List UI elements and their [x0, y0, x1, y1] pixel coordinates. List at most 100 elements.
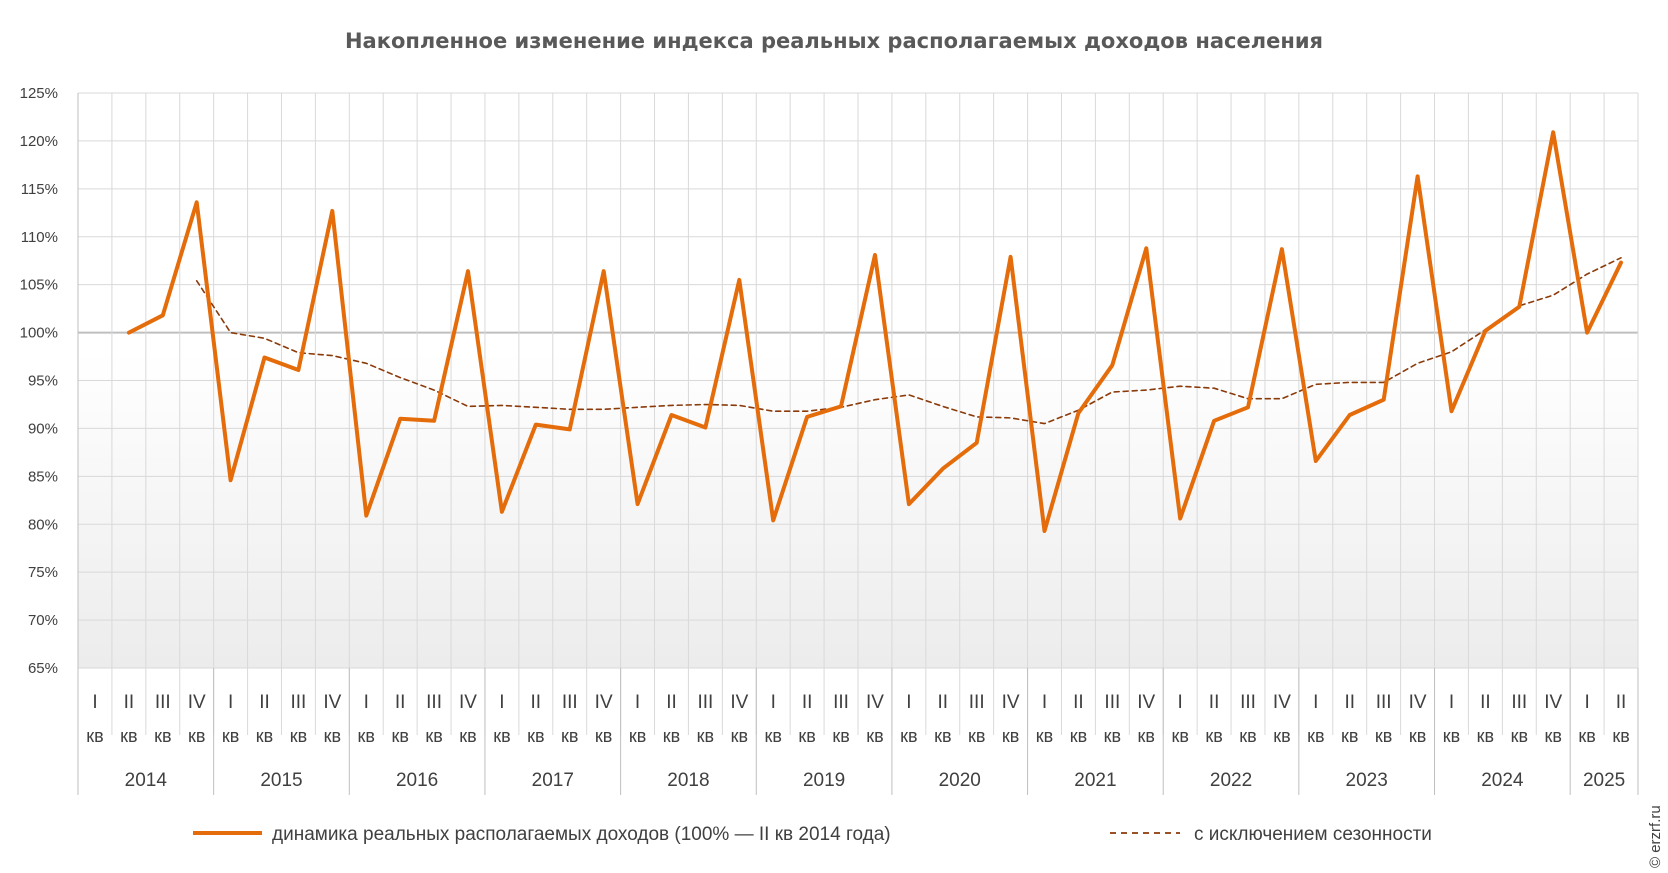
kv-label: кв — [663, 726, 680, 746]
legend: динамика реальных располагаемых доходов … — [193, 824, 1432, 845]
quarter-label: IV — [730, 692, 748, 713]
quarter-label: IV — [595, 692, 613, 713]
quarter-label: III — [1240, 692, 1256, 713]
y-axis-tick-labels: 125% 120% 115% 110% 105% 100% 95% 90% 85% 80% 75% 7… — [20, 85, 58, 677]
quarter-label: II — [124, 692, 135, 713]
kv-label: кв — [832, 726, 849, 746]
y-tick-label: 95% — [28, 373, 58, 390]
x-axis-labels: IквIIквIIIквIVквIквIIквIIIквIVквIквIIквI… — [77, 93, 1639, 795]
kv-label: кв — [1104, 726, 1121, 746]
quarter-label: III — [291, 692, 307, 713]
y-tick-label: 105% — [20, 277, 58, 294]
kv-label: кв — [459, 726, 476, 746]
kv-label: кв — [391, 726, 408, 746]
kv-label: кв — [1511, 726, 1528, 746]
kv-label: кв — [629, 726, 646, 746]
year-label: 2016 — [396, 770, 438, 791]
year-label: 2018 — [667, 770, 709, 791]
kv-label: кв — [1036, 726, 1053, 746]
quarter-label: IV — [188, 692, 206, 713]
y-tick-label: 100% — [20, 325, 58, 342]
quarter-label: I — [771, 692, 776, 713]
quarter-label: III — [969, 692, 985, 713]
quarter-label: III — [426, 692, 442, 713]
y-tick-label: 80% — [28, 516, 58, 533]
kv-label: кв — [527, 726, 544, 746]
legend-label-seasonal: с исключением сезонности — [1194, 824, 1432, 845]
quarter-label: III — [1104, 692, 1120, 713]
kv-label: кв — [1443, 726, 1460, 746]
kv-label: кв — [1002, 726, 1019, 746]
kv-label: кв — [1612, 726, 1629, 746]
year-label: 2020 — [939, 770, 981, 791]
quarter-label: II — [259, 692, 270, 713]
kv-label: кв — [900, 726, 917, 746]
kv-label: кв — [1341, 726, 1358, 746]
quarter-label: III — [1511, 692, 1527, 713]
quarter-label: I — [1584, 692, 1589, 713]
quarter-label: I — [1178, 692, 1183, 713]
kv-label: кв — [1171, 726, 1188, 746]
kv-label: кв — [493, 726, 510, 746]
kv-label: кв — [764, 726, 781, 746]
year-label: 2017 — [532, 770, 574, 791]
quarter-label: II — [531, 692, 542, 713]
quarter-label: IV — [459, 692, 477, 713]
kv-label: кв — [1409, 726, 1426, 746]
y-tick-label: 85% — [28, 468, 58, 485]
quarter-label: IV — [1273, 692, 1291, 713]
y-tick-label: 120% — [20, 133, 58, 150]
quarter-label: III — [833, 692, 849, 713]
quarter-label: II — [1344, 692, 1355, 713]
kv-label: кв — [866, 726, 883, 746]
quarter-label: II — [1073, 692, 1084, 713]
quarter-label: III — [155, 692, 171, 713]
kv-label: кв — [188, 726, 205, 746]
quarter-label: IV — [323, 692, 341, 713]
year-label: 2015 — [260, 770, 302, 791]
kv-label: кв — [425, 726, 442, 746]
kv-label: кв — [561, 726, 578, 746]
quarter-label: II — [1209, 692, 1220, 713]
year-label: 2024 — [1481, 770, 1524, 791]
quarter-label: IV — [866, 692, 884, 713]
y-tick-label: 75% — [28, 564, 58, 581]
quarter-label: I — [499, 692, 504, 713]
quarter-label: III — [1376, 692, 1392, 713]
kv-label: кв — [256, 726, 273, 746]
quarter-label: I — [364, 692, 369, 713]
kv-label: кв — [222, 726, 239, 746]
y-tick-label: 70% — [28, 612, 58, 629]
year-label: 2019 — [803, 770, 845, 791]
quarter-label: IV — [1409, 692, 1427, 713]
quarter-label: IV — [1002, 692, 1020, 713]
y-tick-label: 125% — [20, 85, 58, 102]
y-tick-label: 90% — [28, 420, 58, 437]
kv-label: кв — [968, 726, 985, 746]
quarter-label: I — [1042, 692, 1047, 713]
quarter-label: I — [92, 692, 97, 713]
kv-label: кв — [934, 726, 951, 746]
kv-label: кв — [697, 726, 714, 746]
series-line-income — [126, 130, 1623, 533]
watermark: © erzrf.ru — [1647, 805, 1664, 868]
kv-label: кв — [595, 726, 612, 746]
year-label: 2023 — [1346, 770, 1388, 791]
quarter-label: III — [562, 692, 578, 713]
quarter-label: IV — [1544, 692, 1562, 713]
series-line-seasonally-adjusted — [195, 256, 1622, 425]
kv-label: кв — [1578, 726, 1595, 746]
year-label: 2014 — [125, 770, 168, 791]
kv-label: кв — [1477, 726, 1494, 746]
year-label: 2025 — [1583, 770, 1625, 791]
kv-label: кв — [1239, 726, 1256, 746]
quarter-label: II — [666, 692, 677, 713]
kv-label: кв — [154, 726, 171, 746]
kv-label: кв — [1544, 726, 1561, 746]
y-tick-label: 115% — [21, 181, 58, 198]
y-tick-label: 65% — [28, 660, 58, 677]
kv-label: кв — [1138, 726, 1155, 746]
quarter-label: IV — [1137, 692, 1155, 713]
quarter-label: I — [906, 692, 911, 713]
